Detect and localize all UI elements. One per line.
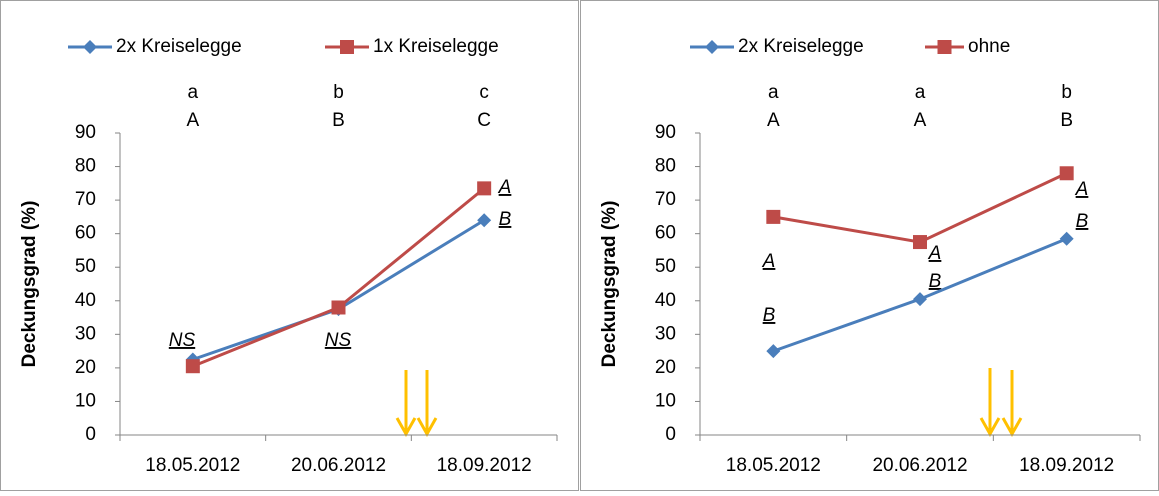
group-letter: A [186,110,199,131]
data-point [913,235,927,250]
data-point [913,292,927,307]
legend-marker [705,40,719,54]
data-point [766,344,781,359]
y-tick-label: 40 [655,290,676,311]
group-letter: A [914,110,927,131]
legend-marker [937,40,952,54]
y-tick-label: 80 [655,156,676,177]
arrows [395,368,1023,438]
y-tick-label: 60 [655,223,676,244]
point-label: A [498,177,512,198]
x-tick-label: 18.09.2012 [437,455,532,476]
y-tick-label: 30 [655,323,676,344]
y-tick-label: 10 [75,390,96,411]
y-tick-label: 60 [75,223,96,244]
group-letter: A [767,110,780,131]
x-tick-label: 20.06.2012 [872,455,967,476]
y-tick-label: 0 [85,424,96,445]
group-letter: B [332,110,345,131]
point-label: A [928,243,942,264]
y-tick-label: 50 [655,256,676,277]
legend-label: 2x Kreiselegge [116,36,242,57]
legend-marker [83,40,97,54]
y-tick-label: 20 [655,357,676,378]
data-point [185,359,200,374]
group-letter: a [915,82,926,103]
point-label: A [1075,179,1089,200]
y-tick-label: 70 [655,189,676,210]
data-point [477,213,492,228]
y-tick-label: 20 [75,357,96,378]
y-tick-label: 90 [655,122,676,143]
data-point [477,181,492,196]
point-label: NS [169,330,196,351]
x-tick-label: 20.06.2012 [291,455,386,476]
data-point [1059,231,1074,246]
point-label: B [763,305,776,326]
x-tick-label: 18.05.2012 [726,455,821,476]
y-axis-label: Deckungsgrad (%) [19,201,40,368]
point-label: B [499,209,512,230]
group-letter: C [477,110,491,131]
y-tick-label: 10 [655,390,676,411]
y-tick-label: 40 [75,290,96,311]
point-label: A [762,251,776,272]
legend-label: 1x Kreiselegge [373,36,499,57]
legend-marker [340,40,354,54]
point-label: B [1076,211,1089,232]
group-letter: b [333,82,344,103]
y-tick-label: 30 [75,323,96,344]
y-axis-label: Deckungsgrad (%) [599,201,620,368]
group-letter: b [1061,82,1072,103]
group-letter: c [479,82,489,103]
point-label: B [929,271,942,292]
y-tick-label: 0 [665,424,676,445]
group-letter: a [768,82,779,103]
x-tick-label: 18.05.2012 [145,455,240,476]
group-letter: a [188,82,199,103]
y-tick-label: 50 [75,256,96,277]
legend-label: 2x Kreiselegge [738,36,864,57]
y-tick-label: 80 [75,156,96,177]
y-tick-label: 90 [75,122,96,143]
group-letter: B [1060,110,1073,131]
y-tick-label: 70 [75,189,96,210]
point-label: NS [325,330,352,351]
legend-label: ohne [968,36,1010,57]
data-point [766,209,781,224]
data-point [331,300,346,315]
data-point [1059,166,1074,181]
panel-border [580,0,1159,491]
panel-border [0,0,579,491]
x-tick-label: 18.09.2012 [1019,455,1114,476]
